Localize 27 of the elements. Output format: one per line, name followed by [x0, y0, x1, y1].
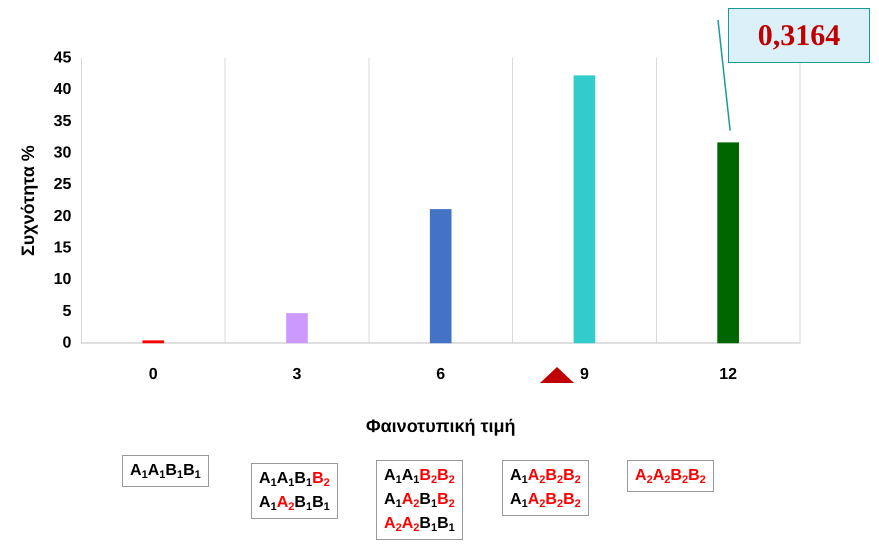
bar — [286, 313, 308, 344]
x-axis-title: Φαινοτυπική τιμή — [366, 416, 516, 436]
bar — [430, 209, 452, 344]
text: A$_{2}$A$_{2}$B$_{2}$B$_{2}$ — [635, 467, 706, 486]
y-tick-label: 20 — [54, 208, 72, 225]
text: A$_{1}$A$_{2}$B$_{2}$B$_{2}$ A$_{1}$A$_{2}$B$_{2}$B$_{2}$ — [510, 467, 581, 510]
y-tick-label: 40 — [54, 81, 72, 98]
text: A$_{1}$A$_{1}$B$_{1}$B$_{1}$ — [130, 462, 201, 481]
x-tick-label: 3 — [292, 366, 302, 384]
y-tick-label: 10 — [54, 271, 72, 288]
y-tick-label: 30 — [54, 144, 72, 162]
y-tick-label: 35 — [54, 112, 72, 130]
y-tick-label: 25 — [54, 176, 72, 194]
y-axis-title: Συχνότητα % — [18, 145, 38, 256]
y-tick-label: 5 — [62, 302, 72, 320]
text: A$_{1}$A$_{1}$B$_{1}$B$_{2}$ A$_{1}$A$_{2}$B$_{1}$B$_{1}$ — [259, 470, 330, 513]
x-tick-label: 0 — [148, 366, 158, 384]
text: A$_{1}$A$_{1}$B$_{2}$B$_{2}$ A$_{1}$A$_{2}$B$_{1}$B$_{2}$ A$_{2}$A$_{2}$B$_{1}$B$_{1}$ — [384, 467, 455, 534]
bar — [574, 75, 596, 344]
y-tick-label: 0 — [62, 334, 72, 352]
bar — [717, 142, 739, 344]
y-tick-label: 15 — [54, 240, 72, 257]
x-tick-label: 9 — [580, 366, 589, 384]
y-tick-label: 45 — [54, 49, 72, 66]
x-tick-label: 6 — [436, 366, 446, 384]
text: 0,3164 — [728, 8, 870, 63]
x-tick-label: 12 — [719, 366, 738, 384]
